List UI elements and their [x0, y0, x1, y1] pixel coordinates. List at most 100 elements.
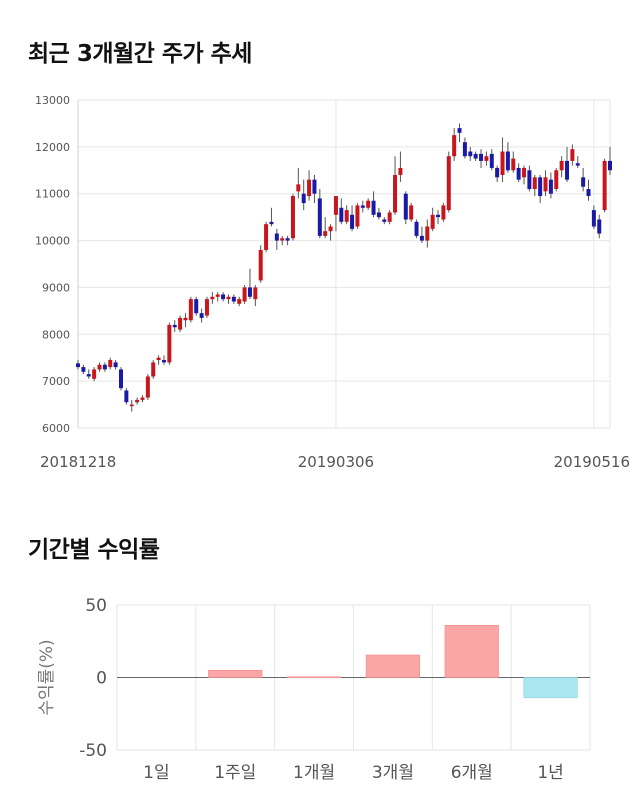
candle-down [194, 299, 199, 314]
candle-down [382, 219, 387, 222]
y-tick-label: 7000 [42, 375, 70, 388]
candle-up [167, 324, 172, 363]
y-tick-label: 8000 [42, 328, 70, 341]
candle-down [489, 153, 494, 168]
candle-up [280, 238, 285, 241]
candle-down [457, 128, 462, 133]
candle-up [92, 369, 97, 379]
x-tick-label: 20190516 [554, 453, 630, 471]
candle-up [258, 249, 263, 281]
candle-up [253, 287, 258, 300]
candle-down [118, 369, 123, 389]
candle-down [403, 193, 408, 220]
candle-up [484, 156, 489, 161]
candle-up [290, 196, 295, 239]
candle-down [591, 210, 596, 227]
candle-up [554, 170, 559, 190]
candle-down [473, 153, 478, 159]
candle-down [575, 163, 580, 166]
candle-down [312, 179, 317, 194]
candle-down [161, 360, 166, 363]
candle-down [76, 363, 80, 368]
x-tick-label: 20190306 [298, 453, 374, 471]
candle-down [81, 367, 86, 372]
y-tick-label: -50 [79, 741, 107, 761]
price-trend-title: 최근 3개월간 주가 추세 [28, 41, 252, 67]
y-tick-label: 10000 [35, 235, 70, 248]
return-bar [208, 669, 263, 678]
candle-up [543, 177, 548, 192]
x-tick-label: 1년 [537, 763, 563, 783]
candle-down [360, 205, 365, 208]
period-return-title: 기간별 수익률 [28, 537, 160, 563]
candle-up [387, 212, 392, 222]
candle-down [414, 221, 419, 236]
x-tick-label: 1일 [143, 763, 169, 783]
candle-up [430, 214, 435, 229]
candle-down [221, 294, 226, 300]
candle-up [264, 224, 269, 250]
candle-down [86, 374, 91, 377]
return-bar [444, 625, 499, 678]
candle-up [307, 179, 312, 197]
candle-down [376, 212, 381, 218]
candle-up [328, 226, 333, 232]
y-axis-title: 수익률(%) [37, 639, 57, 715]
candle-up [500, 151, 505, 175]
candle-down [247, 287, 252, 297]
candle-down [597, 219, 602, 234]
return-bar [365, 654, 421, 678]
candle-up [204, 299, 209, 316]
candle-down [548, 179, 553, 194]
candle-down [581, 177, 586, 187]
candle-up [570, 149, 575, 161]
candle-up [296, 184, 301, 192]
candle-down [317, 198, 322, 236]
candle-up [602, 160, 607, 211]
candle-down [419, 235, 424, 241]
candle-up [215, 294, 220, 297]
candle-up [183, 317, 188, 321]
y-tick-label: 13000 [35, 94, 70, 107]
candle-down [113, 362, 118, 368]
candle-down [495, 167, 500, 178]
x-tick-label: 1주일 [214, 763, 256, 783]
candle-down [269, 221, 274, 225]
candle-down [468, 151, 473, 157]
x-tick-label: 3개월 [372, 763, 414, 783]
candlestick-chart: 6000 7000 8000 9000 10000 11000 12000 13000 2018… [35, 94, 630, 471]
candle-up [333, 196, 338, 215]
candle-up [145, 376, 150, 398]
candle-up [522, 167, 527, 178]
candle-down [586, 189, 591, 197]
candle-up [344, 210, 349, 222]
candle-down [124, 390, 129, 403]
candle-up [511, 158, 516, 171]
y-tick-label: 9000 [42, 281, 70, 294]
candle-up [108, 360, 113, 368]
candle-down [301, 193, 306, 204]
candle-down [538, 177, 543, 197]
candle-up [441, 205, 446, 220]
candle-up [559, 160, 564, 171]
candle-up [226, 296, 231, 300]
candle-up [452, 135, 457, 157]
y-tick-label: 11000 [35, 188, 70, 201]
candle-down [608, 160, 612, 171]
candle-up [532, 177, 537, 190]
candle-up [97, 364, 102, 370]
candle-up [210, 296, 215, 300]
candle-up [366, 200, 371, 208]
candle-down [479, 153, 484, 161]
candle-down [172, 324, 177, 328]
return-bar [286, 676, 342, 679]
candle-down [505, 151, 510, 171]
candle-down [516, 167, 521, 180]
candle-up [425, 226, 430, 241]
candle-up [237, 299, 242, 304]
candle-up [393, 174, 398, 213]
candle-down [102, 364, 107, 370]
candle-up [135, 399, 140, 403]
candle-up [156, 357, 161, 361]
y-tick-label: 0 [96, 669, 107, 689]
